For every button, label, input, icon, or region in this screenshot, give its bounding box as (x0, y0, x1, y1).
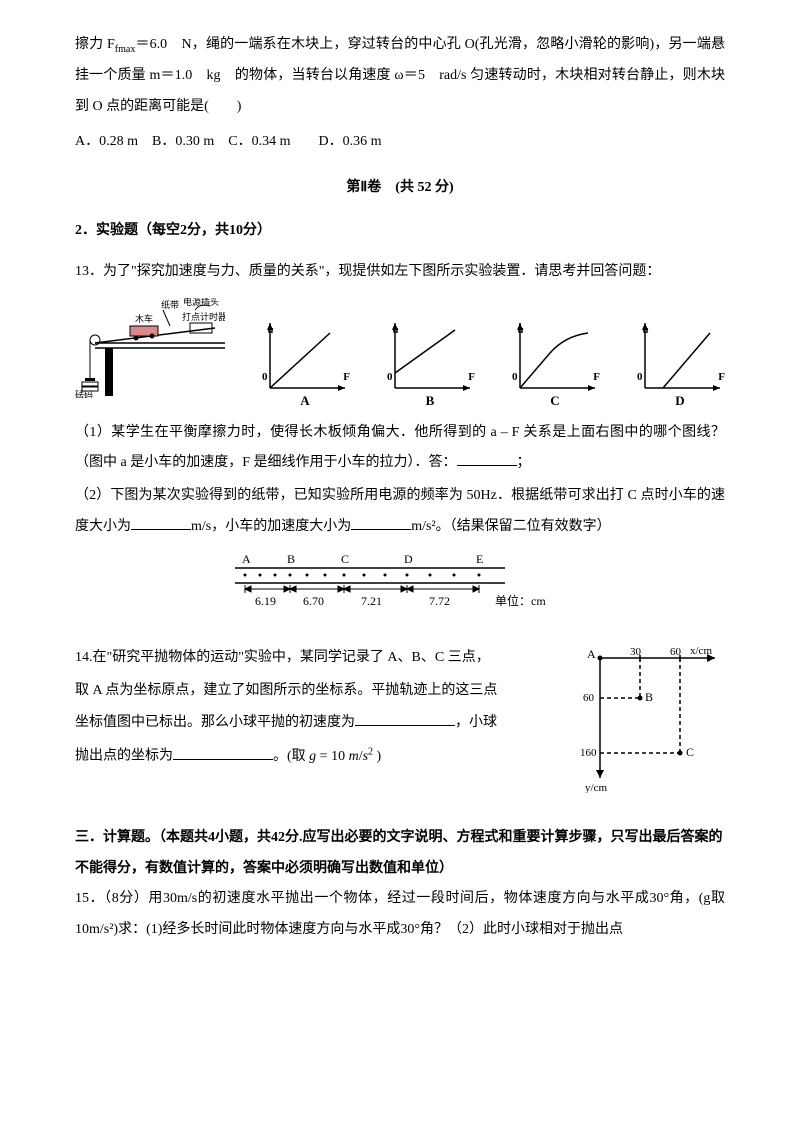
graph-b: a F 0 B (385, 318, 475, 398)
blank-1[interactable] (457, 451, 517, 466)
section3-title: 三．计算题。（本题共4小题，共42分.应写出必要的文字说明、方程式和重要计算步骤… (75, 823, 725, 885)
tape-d3: 7.21 (361, 594, 382, 608)
q14-x60: 60 (670, 646, 682, 658)
q14-line2: 取 A 点为坐标原点，建立了如图所示的坐标系。平抛轨迹上的这三点 (75, 676, 560, 707)
tape-C: C (341, 553, 349, 566)
graph-c-label: C (550, 387, 559, 416)
q14-text: 14.在"研究平抛物体的运动"实验中，某同学记录了 A、B、C 三点， 取 A … (75, 643, 560, 793)
weight-label: 砝码 (75, 389, 93, 398)
cart-label: 木车 (135, 313, 153, 324)
q13-sub2b: m/s，小车的加速度大小为 (191, 519, 351, 534)
q12-stem: 擦力 Ffmax＝6.0 N，绳的一端系在木块上，穿过转台的中心孔 O(孔光滑，… (75, 30, 725, 122)
graph-b-origin: 0 (387, 365, 393, 389)
tape-d4: 7.72 (429, 594, 450, 608)
tape-B: B (287, 553, 295, 566)
q14-yaxis: y/cm (585, 782, 607, 793)
q14-line3b: ，小球 (455, 715, 497, 730)
tape-E: E (476, 553, 483, 566)
tape-unit: 单位：cm (495, 593, 546, 608)
q13-sub2c: m/s²。（结果保留二位有效数字） (411, 519, 610, 534)
tape-A: A (242, 553, 251, 566)
q14-xaxis: x/cm (690, 645, 712, 657)
power-label: 电源插头 (183, 298, 219, 307)
q14-C: C (686, 745, 694, 759)
tape-D: D (404, 553, 413, 566)
q14-graph: A 30 60 x/cm 60 160 B C y/cm (580, 643, 725, 793)
q13-sub1-end: ； (517, 455, 531, 470)
tape-diagram: A B C D E 6.19 6.70 7.21 7. (225, 553, 575, 613)
tape-d1: 6.19 (255, 594, 276, 608)
graph-b-xaxis: F (468, 365, 475, 389)
graph-a: a F 0 A (260, 318, 350, 398)
timer-label: 打点计时器 (182, 311, 225, 322)
graph-a-yaxis: a (268, 318, 274, 342)
graph-d-origin: 0 (637, 365, 643, 389)
graph-c-xaxis: F (593, 365, 600, 389)
graph-d-label: D (675, 387, 684, 416)
graph-a-label: A (300, 387, 309, 416)
blank-5[interactable] (173, 745, 273, 760)
tape-d2: 6.70 (303, 594, 324, 608)
graph-d-xaxis: F (718, 365, 725, 389)
q14-A: A (587, 647, 596, 661)
q14-line4: 抛出点的坐标为 。(取 g = 10 m/s2 ) (75, 741, 560, 772)
graph-d: a F 0 D (635, 318, 725, 398)
graph-c-yaxis: a (518, 318, 524, 342)
q12-sub: fmax (115, 44, 136, 55)
graph-a-xaxis: F (343, 365, 350, 389)
graph-b-label: B (426, 387, 435, 416)
q12-options: A．0.28 m B．0.30 m C．0.34 m D．0.36 m (75, 127, 725, 158)
q12-text-b: ＝6.0 N，绳的一端系在木块上，穿过转台的中心孔 O(孔光滑，忽略小滑轮的影响… (75, 37, 725, 114)
graph-c: a F 0 C (510, 318, 600, 398)
q13-stem: 13．为了"探究加速度与力、质量的关系"，现提供如左下图所示实验装置．请思考并回… (75, 257, 725, 288)
q14-block: 14.在"研究平抛物体的运动"实验中，某同学记录了 A、B、C 三点， 取 A … (75, 643, 725, 793)
q14-B: B (645, 690, 653, 704)
q14-y160: 160 (580, 747, 597, 759)
q13-sub1: （1）某学生在平衡摩擦力时，使得长木板倾角偏大．他所得到的 a – F 关系是上… (75, 418, 725, 480)
graph-d-yaxis: a (643, 318, 649, 342)
q14-line1: 14.在"研究平抛物体的运动"实验中，某同学记录了 A、B、C 三点， (75, 643, 560, 674)
blank-3[interactable] (351, 515, 411, 530)
q13-sub2: （2）下图为某次实验得到的纸带，已知实验所用电源的频率为 50Hz．根据纸带可求… (75, 481, 725, 543)
blank-2[interactable] (131, 515, 191, 530)
q15-stem: 15．（8分）用30m/s的初速度水平抛出一个物体，经过一段时间后，物体速度方向… (75, 884, 725, 946)
q14-line3: 坐标值图中已标出。那么小球平抛的初速度为 ，小球 (75, 708, 560, 739)
q14-line3a: 坐标值图中已标出。那么小球平抛的初速度为 (75, 715, 355, 730)
q12-text-a: 擦力 F (75, 37, 115, 52)
tape-label: 纸带 (161, 299, 179, 310)
q13-figures: 木车 纸带 电源插头 打点计时器 砝码 (75, 298, 725, 398)
q14-y60: 60 (583, 692, 595, 704)
graph-b-yaxis: a (393, 318, 399, 342)
section2-title: 第Ⅱ卷 (共 52 分) (75, 173, 725, 204)
graph-a-origin: 0 (262, 365, 268, 389)
graph-c-origin: 0 (512, 365, 518, 389)
q14-line4a: 抛出点的坐标为 (75, 749, 173, 764)
q14-x30: 30 (630, 646, 642, 658)
apparatus-diagram: 木车 纸带 电源插头 打点计时器 砝码 (75, 298, 225, 398)
experiment-title: 2．实验题（每空2分，共10分） (75, 216, 725, 247)
q13-sub1-text: （1）某学生在平衡摩擦力时，使得长木板倾角偏大．他所得到的 a – F 关系是上… (75, 425, 725, 471)
blank-4[interactable] (355, 711, 455, 726)
q14-line4b: 。(取 g = 10 m/s2 ) (273, 749, 381, 764)
